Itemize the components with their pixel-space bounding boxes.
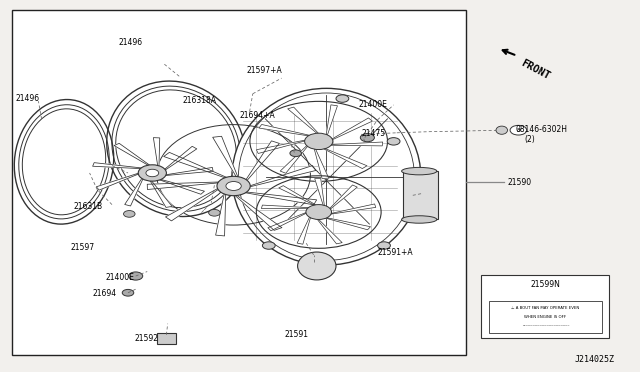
Polygon shape <box>315 179 324 206</box>
Text: J214025Z: J214025Z <box>575 355 614 364</box>
Bar <box>12 10 466 355</box>
Text: (2): (2) <box>525 135 536 144</box>
Polygon shape <box>157 179 204 194</box>
Text: 21475: 21475 <box>362 129 386 138</box>
Circle shape <box>378 242 390 249</box>
Ellipse shape <box>232 89 421 265</box>
Polygon shape <box>268 212 307 231</box>
Text: 21591+A: 21591+A <box>378 248 413 257</box>
Bar <box>157 333 176 344</box>
Circle shape <box>122 289 134 296</box>
Polygon shape <box>216 192 226 236</box>
Ellipse shape <box>402 167 437 175</box>
Text: 21400E: 21400E <box>358 100 387 109</box>
Text: 21400E: 21400E <box>106 273 134 282</box>
Bar <box>403 171 438 219</box>
Polygon shape <box>288 107 320 135</box>
Text: 21592: 21592 <box>134 334 159 343</box>
Polygon shape <box>314 147 329 179</box>
Polygon shape <box>154 138 160 167</box>
Circle shape <box>226 182 241 190</box>
Text: 21597: 21597 <box>70 243 95 252</box>
Text: 21694+A: 21694+A <box>240 111 276 120</box>
Text: 21496: 21496 <box>118 38 143 47</box>
Polygon shape <box>257 140 308 154</box>
Polygon shape <box>164 153 228 179</box>
Text: 216318A: 216318A <box>182 96 216 105</box>
Circle shape <box>290 150 301 157</box>
Text: 21694: 21694 <box>93 289 117 298</box>
Text: ⚠ A BOUT FAN MAY OPERATE EVEN: ⚠ A BOUT FAN MAY OPERATE EVEN <box>511 306 579 310</box>
Circle shape <box>146 169 159 177</box>
Polygon shape <box>163 146 196 171</box>
Circle shape <box>262 242 275 249</box>
Circle shape <box>336 95 349 102</box>
Polygon shape <box>322 148 367 169</box>
Polygon shape <box>93 163 144 169</box>
Text: 21597+A: 21597+A <box>246 66 282 75</box>
Polygon shape <box>125 177 143 206</box>
Polygon shape <box>261 205 310 209</box>
Polygon shape <box>212 136 239 178</box>
Circle shape <box>129 272 143 280</box>
Polygon shape <box>297 217 310 244</box>
Circle shape <box>305 133 333 150</box>
Polygon shape <box>328 142 383 146</box>
Polygon shape <box>248 166 316 187</box>
Polygon shape <box>149 179 172 208</box>
Ellipse shape <box>402 216 437 223</box>
Text: 08146-6302H: 08146-6302H <box>515 125 567 134</box>
Polygon shape <box>324 218 371 230</box>
Text: 21631B: 21631B <box>74 202 103 211</box>
Text: WHEN ENGINE IS OFF: WHEN ENGINE IS OFF <box>524 315 566 319</box>
Bar <box>489 301 602 333</box>
Text: 21590: 21590 <box>508 178 532 187</box>
Polygon shape <box>234 194 282 230</box>
Text: ___________________________: ___________________________ <box>522 322 569 326</box>
Polygon shape <box>259 125 312 136</box>
Text: 21591: 21591 <box>285 330 309 339</box>
Circle shape <box>387 138 400 145</box>
Circle shape <box>306 205 332 219</box>
Circle shape <box>360 134 374 142</box>
Text: 21599N: 21599N <box>531 280 560 289</box>
Polygon shape <box>326 105 337 137</box>
Circle shape <box>217 176 250 196</box>
Polygon shape <box>278 186 317 206</box>
Polygon shape <box>166 187 220 221</box>
Circle shape <box>209 209 220 216</box>
Polygon shape <box>330 204 376 214</box>
Polygon shape <box>317 219 342 244</box>
Ellipse shape <box>496 126 508 134</box>
Ellipse shape <box>298 252 336 280</box>
Circle shape <box>138 165 166 181</box>
Text: 21496: 21496 <box>16 94 40 103</box>
Circle shape <box>510 125 527 135</box>
Circle shape <box>124 211 135 217</box>
Polygon shape <box>114 143 151 166</box>
Polygon shape <box>163 167 213 176</box>
Polygon shape <box>97 172 141 190</box>
Polygon shape <box>330 118 372 141</box>
Polygon shape <box>147 182 221 189</box>
Bar <box>481 275 609 338</box>
Polygon shape <box>280 144 309 173</box>
Polygon shape <box>329 185 357 210</box>
Polygon shape <box>245 141 280 182</box>
Text: 8: 8 <box>516 128 520 133</box>
Polygon shape <box>243 192 317 205</box>
Text: FRONT: FRONT <box>520 58 552 81</box>
